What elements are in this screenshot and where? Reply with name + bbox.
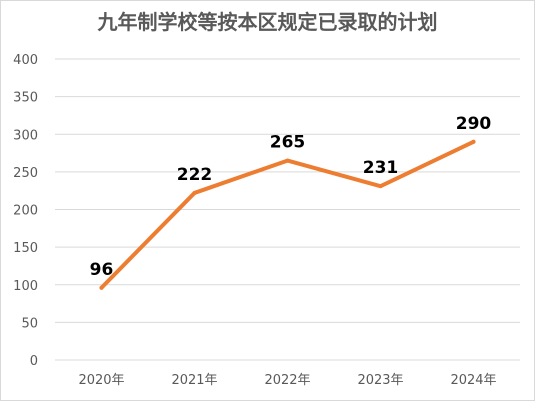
data-point bbox=[285, 158, 290, 163]
data-point bbox=[471, 139, 476, 144]
data-label: 96 bbox=[90, 260, 114, 280]
x-tick-label: 2024年 bbox=[450, 373, 496, 388]
y-tick-label: 250 bbox=[13, 166, 38, 181]
y-tick-label: 300 bbox=[13, 128, 38, 143]
series-line-layer bbox=[99, 139, 476, 290]
x-axis-ticks: 2020年 2021年 2022年 2023年 2024年 bbox=[78, 373, 496, 388]
series-line bbox=[99, 139, 476, 290]
data-point bbox=[192, 190, 197, 195]
y-tick-label: 350 bbox=[13, 91, 38, 106]
y-axis-ticks: 0 50 100 150 200 250 300 350 400 bbox=[13, 53, 38, 369]
chart-title: 九年制学校等按本区规定已录取的计划 bbox=[97, 10, 438, 34]
y-tick-label: 100 bbox=[13, 279, 38, 294]
data-label: 231 bbox=[363, 158, 399, 178]
x-tick-label: 2021年 bbox=[171, 373, 217, 388]
data-label: 265 bbox=[270, 133, 306, 153]
data-label: 222 bbox=[177, 165, 213, 185]
gridlines bbox=[55, 58, 520, 361]
x-tick-label: 2020年 bbox=[78, 373, 124, 388]
data-point bbox=[99, 285, 104, 290]
x-tick-label: 2022年 bbox=[264, 373, 310, 388]
data-label: 290 bbox=[456, 114, 492, 134]
y-tick-label: 200 bbox=[13, 204, 38, 219]
y-tick-label: 400 bbox=[13, 53, 38, 68]
y-tick-label: 50 bbox=[21, 316, 38, 331]
data-point bbox=[378, 184, 383, 189]
y-tick-label: 0 bbox=[30, 354, 38, 369]
y-tick-label: 150 bbox=[13, 241, 38, 256]
data-labels: 96 222 265 231 290 bbox=[90, 114, 492, 280]
x-tick-label: 2023年 bbox=[357, 373, 403, 388]
